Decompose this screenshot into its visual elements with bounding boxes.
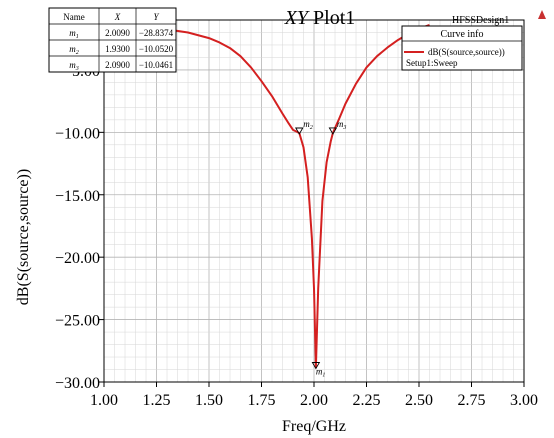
marker-table-name: m2 [69,44,79,56]
x-tick-label: 1.75 [248,392,276,409]
series-line [103,22,430,369]
y-tick-label: −20.00 [55,250,100,267]
marker-table-y: −28.8374 [139,28,174,38]
chart-title: XY Plot1 [284,7,356,29]
design-name: HFSSDesign1 [452,15,509,26]
chart-title-prefix: XY [284,7,310,29]
marker-layer: m1 m2 m3 [295,119,347,378]
marker-triangle [295,127,304,135]
marker-table-header: X [114,12,121,22]
series-layer [103,22,430,369]
marker-table-name: m1 [69,28,79,40]
y-tick-label: −25.00 [55,313,100,330]
y-tick-label: −10.00 [55,125,100,142]
marker-table-x: 1.9300 [105,44,130,54]
marker-table-header: Name [63,12,85,22]
x-tick-label: 2.75 [458,392,486,409]
y-tick-label: −30.00 [55,375,100,392]
x-tick-label: 1.25 [143,392,171,409]
chart-title-suffix: Plot1 [313,7,355,29]
curve-info-title: Curve info [440,29,483,40]
marker-table-x: 2.0090 [105,28,130,38]
marker-label: m1 [316,366,326,378]
marker-triangle [328,127,338,135]
x-axis-ticks: 1.00 1.25 1.50 1.75 2.00 2.25 2.50 2.75 3.00 [90,382,538,409]
x-tick-label: 3.00 [510,392,538,409]
x-axis-label: Freq/GHz [282,418,346,435]
marker-table-x: 2.0900 [105,60,130,70]
marker-label: m2 [303,119,313,131]
marker-table-y: −10.0520 [139,44,174,54]
x-tick-label: 1.50 [195,392,223,409]
x-tick-label: 1.00 [90,392,118,409]
logo-icon [538,10,546,19]
y-tick-label: −15.00 [55,188,100,205]
legend-setup: Setup1:Sweep [406,58,458,68]
marker-table-name: m3 [69,60,79,72]
curve-info-box [401,25,523,71]
curve-info-legend: Curve info dB(S(source,source)) Setup1:S… [401,25,523,71]
marker-table: Name X Ym1 2.0090 −28.8374 m2 1.9300 −10.0520 m3… [48,7,177,73]
marker-table-header: Y [153,12,159,22]
marker-table-y: −10.0461 [139,60,173,70]
legend-entry: dB(S(source,source)) [428,47,505,57]
y-axis-label: dB(S(source,source)) [15,169,32,305]
marker-label: m3 [337,119,347,131]
y-axis-ticks: −5.00−10.00−15.00−20.00−25.00−30.00 [55,63,104,392]
x-tick-label: 2.25 [353,392,381,409]
x-tick-label: 2.00 [300,392,328,409]
x-tick-label: 2.50 [405,392,433,409]
marker-triangle [311,362,321,370]
